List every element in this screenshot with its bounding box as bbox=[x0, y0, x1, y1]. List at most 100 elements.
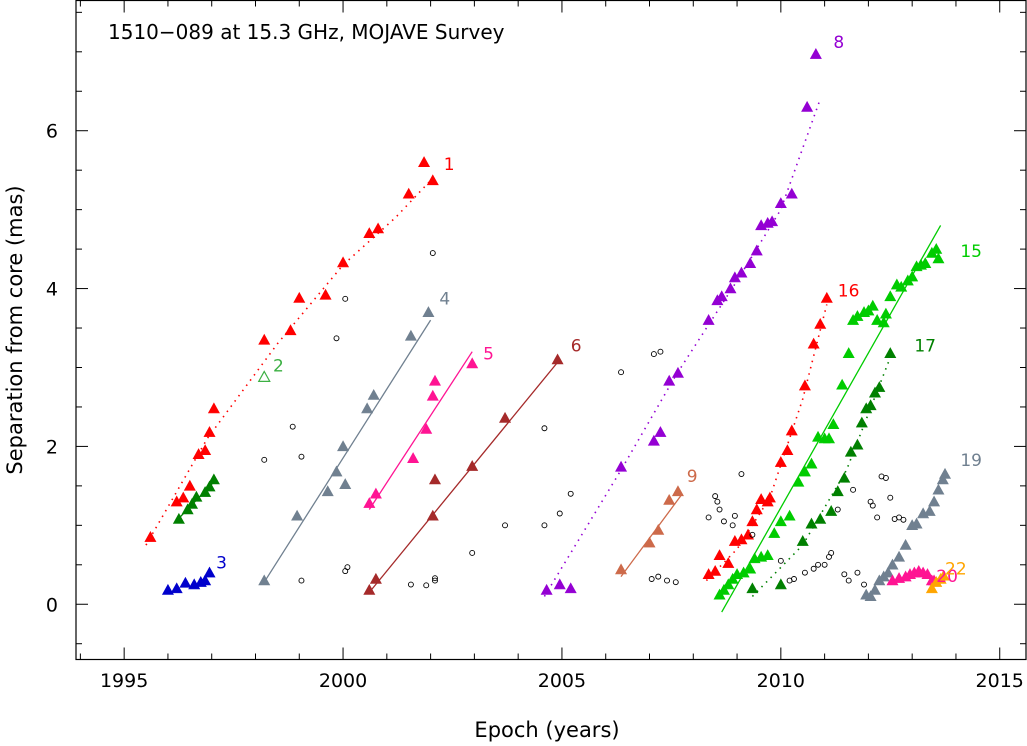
point-comp-6 bbox=[551, 353, 564, 365]
point-unassigned bbox=[298, 577, 305, 584]
point-comp-17 bbox=[774, 578, 787, 590]
point-comp-17 bbox=[868, 386, 881, 398]
chart-title: 1510−089 at 15.3 GHz, MOJAVE Survey bbox=[108, 20, 505, 44]
point-unassigned bbox=[502, 522, 508, 529]
points-layer bbox=[144, 48, 952, 602]
fits-layer bbox=[145, 98, 942, 613]
point-comp-4 bbox=[330, 465, 343, 477]
point-comp-16 bbox=[755, 493, 768, 504]
point-comp-5 bbox=[369, 487, 382, 499]
point-comp-16 bbox=[785, 424, 798, 436]
point-comp-15 bbox=[774, 515, 787, 527]
point-comp-1 bbox=[402, 187, 415, 199]
component-label-17: 17 bbox=[914, 337, 936, 357]
point-comp-16 bbox=[807, 337, 820, 349]
point-unassigned bbox=[887, 494, 894, 501]
point-comp-15 bbox=[884, 290, 897, 302]
point-unassigned bbox=[828, 550, 835, 556]
point-comp-9 bbox=[643, 536, 656, 548]
point-comp-16 bbox=[763, 491, 776, 503]
point-comp-19 bbox=[938, 467, 952, 479]
component-label-4: 4 bbox=[439, 289, 450, 309]
point-unassigned bbox=[672, 579, 679, 586]
point-unassigned bbox=[618, 369, 624, 376]
point-comp-6 bbox=[369, 572, 382, 584]
component-label-2: 2 bbox=[273, 356, 284, 376]
point-comp-5 bbox=[407, 452, 420, 463]
point-comp-3 bbox=[199, 574, 212, 586]
point-unassigned bbox=[432, 577, 438, 584]
point-comp-17 bbox=[855, 416, 868, 428]
point-comp-5 bbox=[466, 357, 479, 369]
point-comp-8 bbox=[564, 582, 577, 594]
point-unassigned bbox=[657, 348, 664, 355]
point-unassigned bbox=[650, 351, 657, 358]
point-comp-2 bbox=[257, 370, 271, 382]
fit-line-6 bbox=[368, 359, 561, 593]
point-comp-4 bbox=[291, 509, 304, 521]
point-comp-6 bbox=[499, 411, 512, 423]
point-comp-8 bbox=[744, 257, 757, 269]
point-comp-green-seg bbox=[181, 503, 194, 515]
point-unassigned bbox=[900, 516, 907, 523]
point-comp-15 bbox=[783, 509, 796, 521]
point-comp-5 bbox=[428, 374, 441, 386]
point-comp-15 bbox=[717, 583, 730, 595]
point-comp-17 bbox=[825, 505, 838, 516]
point-unassigned bbox=[834, 506, 841, 513]
point-comp-4 bbox=[361, 402, 374, 414]
point-comp-1 bbox=[293, 291, 306, 303]
point-comp-17 bbox=[814, 512, 827, 524]
point-comp-1 bbox=[426, 174, 439, 186]
point-comp-8 bbox=[809, 48, 822, 59]
point-comp-8 bbox=[671, 366, 684, 378]
point-unassigned bbox=[801, 569, 808, 576]
point-comp-22 bbox=[925, 582, 938, 594]
point-comp-5 bbox=[363, 497, 376, 508]
point-comp-1 bbox=[337, 256, 350, 268]
point-comp-9 bbox=[671, 485, 684, 497]
point-comp-15 bbox=[722, 578, 735, 590]
point-comp-9 bbox=[615, 563, 628, 575]
point-comp-17 bbox=[884, 347, 897, 358]
point-comp-17 bbox=[831, 485, 844, 497]
point-comp-17 bbox=[838, 471, 851, 483]
point-unassigned bbox=[777, 557, 784, 564]
point-comp-15 bbox=[822, 432, 836, 444]
point-comp-17 bbox=[851, 438, 864, 450]
point-comp-19 bbox=[928, 495, 941, 507]
point-comp-8 bbox=[715, 290, 728, 302]
point-comp-green-seg bbox=[207, 473, 220, 485]
point-comp-8 bbox=[654, 426, 667, 437]
point-comp-15 bbox=[798, 465, 811, 477]
point-comp-5 bbox=[426, 389, 439, 401]
point-comp-17 bbox=[805, 517, 818, 529]
point-unassigned bbox=[720, 518, 727, 525]
point-comp-8 bbox=[785, 187, 798, 199]
y-tick-label: 2 bbox=[46, 436, 58, 458]
point-comp-19 bbox=[864, 590, 877, 602]
point-unassigned bbox=[738, 471, 745, 477]
point-unassigned bbox=[289, 423, 296, 430]
point-comp-4 bbox=[258, 574, 271, 586]
point-unassigned bbox=[556, 510, 563, 517]
point-comp-3 bbox=[170, 582, 183, 594]
point-comp-6 bbox=[426, 509, 439, 521]
point-comp-1 bbox=[363, 227, 376, 239]
point-unassigned bbox=[729, 522, 736, 529]
point-unassigned bbox=[791, 576, 797, 582]
point-comp-16 bbox=[820, 291, 833, 303]
point-comp-16 bbox=[713, 549, 726, 561]
fit-line-5 bbox=[368, 351, 473, 510]
point-comp-19 bbox=[932, 483, 945, 495]
x-tick-label: 2015 bbox=[976, 670, 1024, 692]
point-unassigned bbox=[716, 506, 723, 513]
component-label-3: 3 bbox=[216, 554, 227, 574]
point-comp-4 bbox=[367, 388, 380, 400]
point-unassigned bbox=[648, 576, 655, 582]
point-comp-15 bbox=[877, 316, 890, 328]
point-comp-15 bbox=[812, 430, 825, 442]
point-comp-16 bbox=[774, 456, 787, 467]
point-unassigned bbox=[261, 456, 268, 463]
point-comp-15 bbox=[761, 549, 774, 561]
